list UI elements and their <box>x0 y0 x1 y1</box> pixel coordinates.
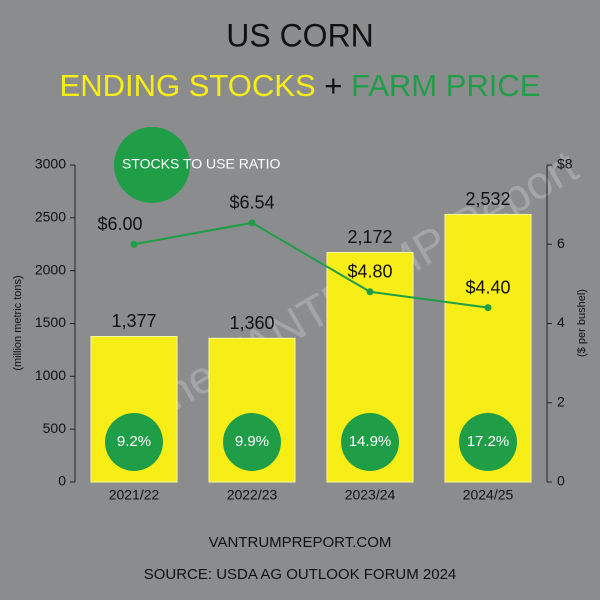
ratio-label: 9.9% <box>235 433 269 450</box>
y-tick-label: 2500 <box>35 209 66 225</box>
ratio-badge <box>105 413 163 471</box>
bar-value-label: 1,360 <box>229 313 274 333</box>
chart-title: US CORN <box>226 17 374 53</box>
ratio-badge <box>341 413 399 471</box>
y2-axis-label: ($ per bushel) <box>576 289 588 357</box>
x-tick-label: 2023/24 <box>345 487 396 503</box>
y-tick-label: 1500 <box>35 314 66 330</box>
y2-tick-label: 6 <box>557 235 565 251</box>
price-line <box>133 221 489 309</box>
price-value-label: $6.00 <box>97 214 142 234</box>
price-point <box>248 219 256 227</box>
subtitle-separator: + <box>324 68 342 103</box>
y2-tick-label: $8 <box>557 156 573 172</box>
bar-value-label: 1,377 <box>111 311 156 331</box>
y2-tick-label: 4 <box>557 314 565 330</box>
price-point <box>130 240 138 248</box>
bar-value-label: 2,172 <box>347 227 392 247</box>
y-tick-label: 2000 <box>35 261 66 277</box>
x-tick-label: 2024/25 <box>463 487 514 503</box>
ratio-badge <box>459 413 517 471</box>
x-tick-label: 2022/23 <box>227 487 278 503</box>
y2-tick-label: 0 <box>557 473 565 489</box>
source: SOURCE: USDA AG OUTLOOK FORUM 2024 <box>144 566 457 583</box>
ratio-label: 14.9% <box>349 433 392 450</box>
price-point <box>366 288 374 296</box>
bar-value-label: 2,532 <box>465 189 510 209</box>
y-tick-label: 3000 <box>35 156 66 172</box>
price-value-label: $6.54 <box>229 193 274 213</box>
ratio-label: 17.2% <box>467 433 510 450</box>
x-tick-label: 2021/22 <box>109 487 160 503</box>
price-point <box>484 304 492 312</box>
price-value-label: $4.40 <box>465 277 510 297</box>
ratio-badge <box>223 413 281 471</box>
website: VANTRUMPREPORT.COM <box>209 534 392 551</box>
subtitle-part: FARM PRICE <box>351 68 540 103</box>
y2-tick-label: 2 <box>557 393 565 409</box>
ratio-label: 9.2% <box>117 433 151 450</box>
subtitle-part: ENDING STOCKS <box>60 68 316 103</box>
y-tick-label: 500 <box>43 420 67 436</box>
y-tick-label: 0 <box>58 473 66 489</box>
legend-label: STOCKS TO USE RATIO <box>122 156 281 172</box>
y-axis-label: (million metric tons) <box>12 275 24 370</box>
legend-badge <box>114 127 190 203</box>
chart-subtitle: ENDING STOCKS + FARM PRICE <box>60 68 541 103</box>
y-tick-label: 1000 <box>35 367 66 383</box>
price-value-label: $4.80 <box>347 262 392 282</box>
